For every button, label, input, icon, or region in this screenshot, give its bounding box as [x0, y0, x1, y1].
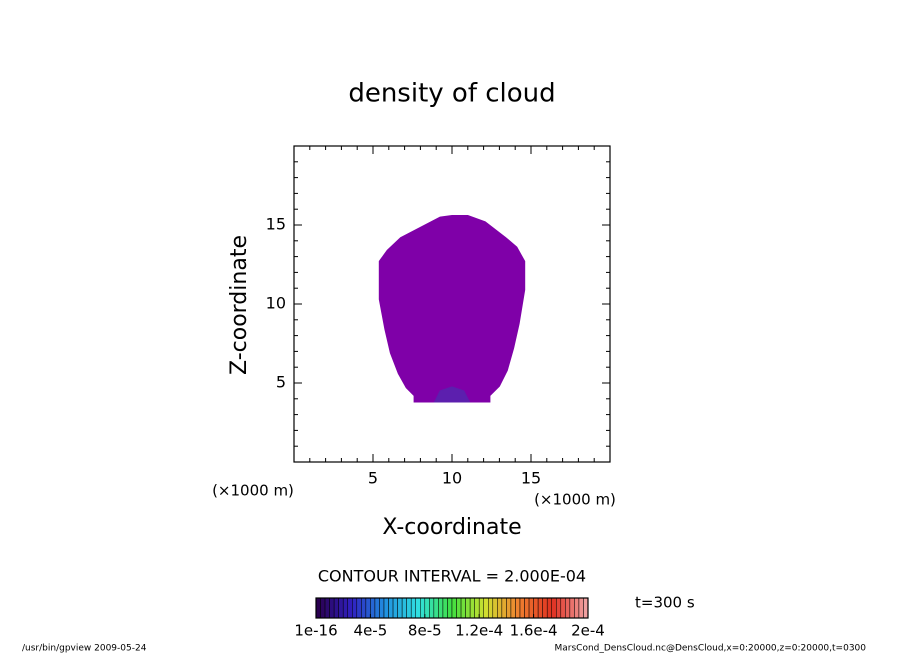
- colorbar-tick-label: 8e-5: [408, 622, 442, 640]
- colorbar-stripe: [329, 597, 335, 619]
- colorbar-stripe: [388, 597, 394, 619]
- colorbar-stripe: [537, 597, 543, 619]
- time-label: t=300 s: [635, 594, 695, 612]
- colorbar-stripe: [456, 597, 462, 619]
- x-tick-label: 5: [368, 469, 378, 488]
- y-tick-label: 5: [276, 373, 286, 392]
- colorbar-stripe: [356, 597, 362, 619]
- colorbar-stripe: [569, 597, 575, 619]
- colorbar-stripe: [424, 597, 430, 619]
- x-unit: (×1000 m): [534, 491, 616, 509]
- colorbar-stripe: [379, 597, 385, 619]
- colorbar-stripe: [506, 597, 512, 619]
- colorbar-tick-label: 1.6e-4: [510, 622, 558, 640]
- colorbar-stripe: [324, 597, 330, 619]
- colorbar-stripe: [478, 597, 484, 619]
- colorbar-stripe: [578, 597, 584, 619]
- colorbar-stripe: [429, 597, 435, 619]
- x-axis-label: X-coordinate: [382, 515, 521, 540]
- colorbar-stripe: [383, 597, 389, 619]
- contour-interval: CONTOUR INTERVAL = 2.000E-04: [318, 567, 586, 586]
- colorbar-stripe: [565, 597, 571, 619]
- y-tick-label: 10: [266, 294, 286, 313]
- colorbar-stripe: [401, 597, 407, 619]
- colorbar-stripe: [533, 597, 539, 619]
- colorbar-stripe: [560, 597, 566, 619]
- x-tick-label: 15: [521, 469, 541, 488]
- colorbar-stripe: [528, 597, 534, 619]
- colorbar-stripe: [433, 597, 439, 619]
- colorbar-stripe: [415, 597, 421, 619]
- colorbar-stripe: [460, 597, 466, 619]
- colorbar-stripe: [451, 597, 457, 619]
- colorbar-stripe: [492, 597, 498, 619]
- colorbar-stripe: [551, 597, 557, 619]
- colorbar-stripe: [474, 597, 480, 619]
- colorbar-stripe: [583, 597, 589, 619]
- y-axis-label: Z-coordinate: [227, 235, 252, 375]
- colorbar-stripe: [347, 597, 353, 619]
- colorbar-stripe: [488, 597, 494, 619]
- colorbar-stripe: [542, 597, 548, 619]
- colorbar-stripe: [361, 597, 367, 619]
- colorbar-stripe: [546, 597, 552, 619]
- colorbar-stripe: [333, 597, 339, 619]
- colorbar-stripe: [497, 597, 503, 619]
- colorbar-stripe: [519, 597, 525, 619]
- colorbar-stripe: [338, 597, 344, 619]
- colorbar-stripe: [447, 597, 453, 619]
- colorbar-stripe: [438, 597, 444, 619]
- y-tick-label: 15: [266, 215, 286, 234]
- colorbar-stripe: [406, 597, 412, 619]
- colorbar-stripe: [442, 597, 448, 619]
- y-unit: (×1000 m): [212, 482, 294, 500]
- chart-title: density of cloud: [348, 79, 555, 109]
- colorbar-stripe: [352, 597, 358, 619]
- footer-right: MarsCond_DensCloud.nc@DensCloud,x=0:2000…: [555, 644, 867, 654]
- colorbar-stripe: [410, 597, 416, 619]
- x-tick-label: 10: [442, 469, 462, 488]
- colorbar-tick-label: 2e-4: [571, 622, 605, 640]
- colorbar-stripe: [574, 597, 580, 619]
- colorbar-stripe: [315, 597, 321, 619]
- contour-region: [433, 386, 471, 403]
- colorbar-frame: [315, 597, 589, 619]
- colorbar-stripe: [483, 597, 489, 619]
- colorbar-tick-label: 1e-16: [294, 622, 337, 640]
- colorbar-stripe: [342, 597, 348, 619]
- colorbar-stripe: [420, 597, 426, 619]
- colorbar-stripe: [556, 597, 562, 619]
- colorbar-stripe: [370, 597, 376, 619]
- colorbar-stripe: [524, 597, 530, 619]
- colorbar-tick-label: 1.2e-4: [455, 622, 503, 640]
- colorbar-stripe: [510, 597, 516, 619]
- contour-region: [378, 215, 526, 403]
- colorbar-stripe: [465, 597, 471, 619]
- colorbar-stripe: [365, 597, 371, 619]
- colorbar-stripe: [392, 597, 398, 619]
- colorbar-stripe: [469, 597, 475, 619]
- colorbar-tick-label: 4e-5: [354, 622, 388, 640]
- footer-left: /usr/bin/gpview 2009-05-24: [22, 644, 147, 654]
- colorbar-stripe: [397, 597, 403, 619]
- colorbar-stripe: [515, 597, 521, 619]
- colorbar-stripe: [374, 597, 380, 619]
- colorbar-stripe: [320, 597, 326, 619]
- colorbar-stripe: [501, 597, 507, 619]
